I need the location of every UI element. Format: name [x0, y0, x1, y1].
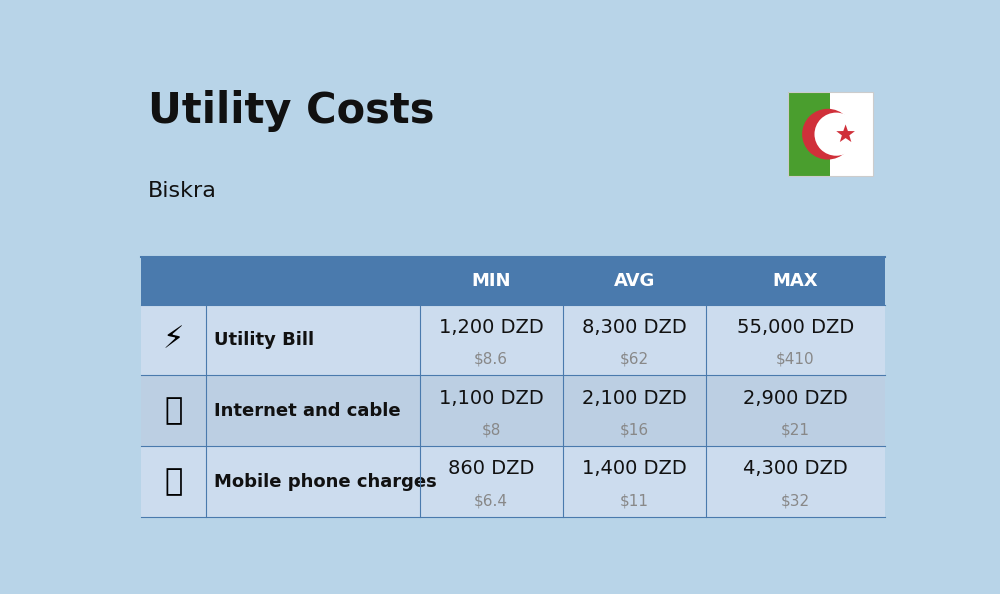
- Text: $8.6: $8.6: [474, 352, 508, 366]
- Text: 2,100 DZD: 2,100 DZD: [582, 388, 687, 407]
- FancyBboxPatch shape: [140, 257, 885, 305]
- Text: 1,400 DZD: 1,400 DZD: [582, 460, 687, 479]
- Text: 55,000 DZD: 55,000 DZD: [737, 318, 854, 337]
- Text: AVG: AVG: [614, 271, 655, 289]
- FancyBboxPatch shape: [140, 375, 885, 446]
- FancyBboxPatch shape: [140, 305, 885, 375]
- Text: $410: $410: [776, 352, 815, 366]
- Text: $21: $21: [781, 422, 810, 438]
- FancyBboxPatch shape: [140, 446, 885, 517]
- Text: MIN: MIN: [471, 271, 511, 289]
- Text: 4,300 DZD: 4,300 DZD: [743, 460, 848, 479]
- Text: 8,300 DZD: 8,300 DZD: [582, 318, 687, 337]
- Text: 2,900 DZD: 2,900 DZD: [743, 388, 848, 407]
- Text: ⚡: ⚡: [163, 326, 184, 355]
- Text: $6.4: $6.4: [474, 494, 508, 508]
- Text: MAX: MAX: [773, 271, 818, 289]
- Text: $16: $16: [620, 422, 649, 438]
- Text: 860 DZD: 860 DZD: [448, 460, 534, 479]
- FancyBboxPatch shape: [830, 92, 873, 176]
- Text: $8: $8: [482, 422, 501, 438]
- Text: $62: $62: [620, 352, 649, 366]
- Text: Utility Costs: Utility Costs: [148, 90, 435, 132]
- Text: Biskra: Biskra: [148, 181, 217, 201]
- Text: Internet and cable: Internet and cable: [214, 402, 401, 420]
- Text: $32: $32: [781, 494, 810, 508]
- Text: $11: $11: [620, 494, 649, 508]
- Text: 1,100 DZD: 1,100 DZD: [439, 388, 544, 407]
- Text: 📱: 📱: [164, 467, 183, 496]
- Text: 📶: 📶: [164, 396, 183, 425]
- Text: Mobile phone charges: Mobile phone charges: [214, 473, 437, 491]
- Text: Utility Bill: Utility Bill: [214, 331, 314, 349]
- Text: 1,200 DZD: 1,200 DZD: [439, 318, 544, 337]
- FancyBboxPatch shape: [788, 92, 830, 176]
